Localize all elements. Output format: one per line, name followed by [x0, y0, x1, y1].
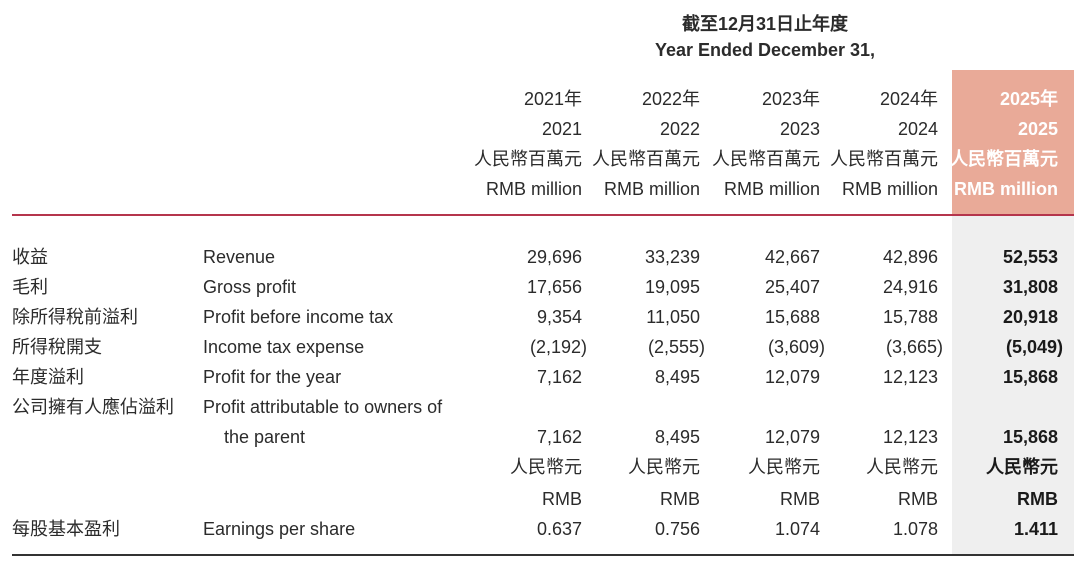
cell-2023: 12,079: [764, 367, 820, 387]
eps-unit-en: RMB: [898, 489, 938, 509]
cell-2021: 7,162: [536, 427, 582, 447]
eps-unit-zh: 人民幣元: [866, 457, 938, 477]
cell-2022: 0.756: [654, 519, 700, 539]
unit-zh: 人民幣百萬元: [712, 149, 820, 169]
table-row-attributable: the parent 7,162 8,495 12,079 12,123 15,…: [0, 422, 1080, 452]
cell-2024: (3,665): [885, 337, 943, 357]
eps-unit-en-row: RMB RMB RMB RMB RMB: [0, 484, 1080, 514]
eps-unit-en: RMB: [1017, 489, 1058, 509]
unit-en: RMB million: [723, 179, 820, 199]
row-label-en: Gross profit: [203, 277, 297, 297]
unit-en: RMB million: [603, 179, 700, 199]
cell-2025: 20,918: [1002, 307, 1058, 327]
cell-2024: 12,123: [882, 427, 938, 447]
unit-en: RMB million: [485, 179, 582, 199]
table-title-zh: 截至12月31日止年度: [681, 14, 849, 34]
unit-zh: 人民幣百萬元: [592, 149, 700, 169]
row-label-zh: 每股基本盈利: [12, 519, 120, 539]
cell-2023: 1.074: [774, 519, 820, 539]
row-label-zh: 毛利: [12, 277, 48, 297]
year-en: 2022: [659, 119, 700, 139]
cell-2025: 31,808: [1002, 277, 1058, 297]
footer-rule: [12, 554, 1074, 556]
table-row-revenue: 收益 Revenue 29,696 33,239 42,667 42,896 5…: [0, 242, 1080, 272]
table-row-profit-before-tax: 除所得稅前溢利 Profit before income tax 9,354 1…: [0, 302, 1080, 332]
cell-2025: (5,049): [1005, 337, 1063, 357]
row-label-en: Profit attributable to owners of: [203, 397, 443, 417]
cell-2023: 12,079: [764, 427, 820, 447]
cell-2021: 29,696: [526, 247, 582, 267]
cell-2023: 25,407: [764, 277, 820, 297]
eps-unit-en: RMB: [660, 489, 700, 509]
year-zh: 2023年: [761, 89, 820, 109]
cell-2025: 15,868: [1002, 367, 1058, 387]
cell-2022: 8,495: [654, 367, 700, 387]
cell-2024: 42,896: [882, 247, 938, 267]
cell-2024: 1.078: [892, 519, 938, 539]
cell-2022: 11,050: [646, 307, 700, 327]
year-en: 2024: [897, 119, 938, 139]
cell-2024: 24,916: [882, 277, 938, 297]
eps-unit-en: RMB: [780, 489, 820, 509]
cell-2021: 17,656: [526, 277, 582, 297]
cell-2022: 8,495: [654, 427, 700, 447]
cell-2023: 42,667: [764, 247, 820, 267]
row-label-en: Profit for the year: [203, 367, 342, 387]
eps-unit-zh: 人民幣元: [748, 457, 820, 477]
row-label-en: Earnings per share: [203, 519, 356, 539]
highlight-header-2025: [952, 70, 1074, 214]
table-title-en: Year Ended December 31,: [654, 40, 876, 60]
table-row-gross-profit: 毛利 Gross profit 17,656 19,095 25,407 24,…: [0, 272, 1080, 302]
cell-2021: 9,354: [536, 307, 582, 327]
cell-2023: (3,609): [767, 337, 825, 357]
row-label-zh: 公司擁有人應佔溢利: [12, 397, 174, 417]
cell-2021: 0.637: [536, 519, 582, 539]
row-label-en: Income tax expense: [203, 337, 365, 357]
cell-2025: 15,868: [1002, 427, 1058, 447]
year-zh: 2022年: [641, 89, 700, 109]
unit-en: RMB million: [954, 179, 1058, 199]
row-label-en: Revenue: [203, 247, 276, 267]
row-label-zh: 年度溢利: [12, 367, 84, 387]
year-en: 2025: [1017, 119, 1058, 139]
unit-en: RMB million: [841, 179, 938, 199]
cell-2024: 12,123: [882, 367, 938, 387]
cell-2025: 1.411: [1013, 519, 1058, 539]
eps-unit-en: RMB: [542, 489, 582, 509]
cell-2023: 15,688: [764, 307, 820, 327]
cell-2022: 33,239: [644, 247, 700, 267]
year-zh: 2021年: [523, 89, 582, 109]
table-row-income-tax: 所得稅開支 Income tax expense (2,192) (2,555)…: [0, 332, 1080, 362]
cell-2021: (2,192): [529, 337, 587, 357]
unit-zh: 人民幣百萬元: [474, 149, 582, 169]
table-row-profit-for-year: 年度溢利 Profit for the year 7,162 8,495 12,…: [0, 362, 1080, 392]
eps-unit-zh: 人民幣元: [510, 457, 582, 477]
row-label-en-continued: the parent: [224, 427, 306, 447]
row-label-zh: 收益: [12, 247, 48, 267]
cell-2024: 15,788: [882, 307, 938, 327]
table-row-attributable-label: 公司擁有人應佔溢利 Profit attributable to owners …: [0, 392, 1080, 422]
header-rule: [12, 214, 1074, 216]
cell-2022: 19,095: [644, 277, 700, 297]
unit-zh: 人民幣百萬元: [950, 149, 1058, 169]
row-label-zh: 所得稅開支: [12, 337, 102, 357]
row-label-zh: 除所得稅前溢利: [12, 307, 138, 327]
table-row-eps: 每股基本盈利 Earnings per share 0.637 0.756 1.…: [0, 514, 1080, 544]
unit-zh: 人民幣百萬元: [830, 149, 938, 169]
eps-unit-zh: 人民幣元: [986, 457, 1058, 477]
cell-2025: 52,553: [1002, 247, 1058, 267]
eps-unit-zh-row: 人民幣元 人民幣元 人民幣元 人民幣元 人民幣元: [0, 452, 1080, 482]
year-zh: 2025年: [999, 89, 1058, 109]
eps-unit-zh: 人民幣元: [628, 457, 700, 477]
year-en: 2023: [779, 119, 820, 139]
cell-2021: 7,162: [536, 367, 582, 387]
year-zh: 2024年: [879, 89, 938, 109]
row-label-en: Profit before income tax: [203, 307, 394, 327]
year-en: 2021: [541, 119, 582, 139]
cell-2022: (2,555): [647, 337, 705, 357]
